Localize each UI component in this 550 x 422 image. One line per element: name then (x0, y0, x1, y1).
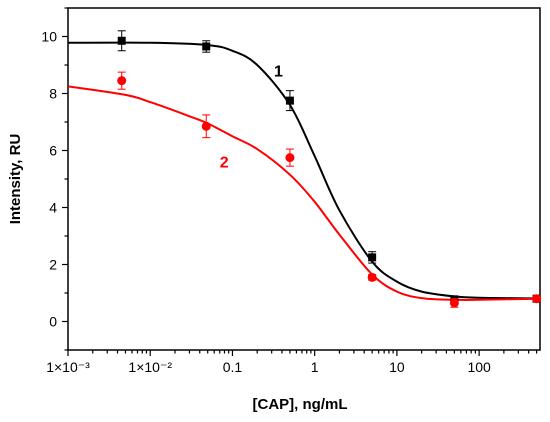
data-point-series-2 (532, 294, 542, 304)
data-point-series-2 (449, 298, 459, 308)
x-axis-title: [CAP], ng/mL (253, 396, 348, 413)
fit-curve-series-1 (67, 41, 541, 300)
data-point-series-2 (367, 272, 377, 282)
y-tick-label: 6 (49, 143, 57, 159)
data-point-series-1 (285, 96, 294, 105)
fit-curve-series-2 (67, 85, 541, 301)
data-points (117, 30, 542, 308)
data-point-series-2 (285, 153, 295, 163)
y-tick-label: 2 (49, 257, 57, 273)
y-axis-title: Intensity, RU (7, 134, 24, 225)
y-tick-label: 10 (41, 29, 57, 45)
series-label-2: 2 (220, 155, 229, 172)
data-point-series-2 (117, 76, 127, 86)
x-tick-label: 0.1 (223, 359, 243, 375)
x-tick-label: 10 (389, 359, 405, 375)
x-tick-label: 1×10⁻³ (46, 359, 90, 375)
y-axis: 0 2 4 6 8 10 (41, 7, 68, 351)
plot-frame (67, 7, 541, 351)
y-tick-label: 0 (49, 314, 57, 330)
series-label-1: 1 (274, 63, 283, 80)
y-tick-label: 8 (49, 86, 57, 102)
x-axis: 1×10⁻³ 1×10⁻² 0.1 1 10 100 (46, 350, 538, 375)
data-point-series-2 (201, 121, 211, 131)
data-point-series-1 (117, 36, 126, 45)
data-point-series-1 (368, 253, 377, 262)
data-point-series-1 (202, 42, 211, 51)
fit-curves (67, 41, 541, 301)
x-tick-label: 1×10⁻² (128, 359, 172, 375)
y-tick-label: 4 (49, 200, 57, 216)
plot-area (67, 7, 541, 351)
x-tick-label: 100 (467, 359, 491, 375)
x-tick-label: 1 (311, 359, 319, 375)
series-labels: 12 (220, 63, 283, 171)
